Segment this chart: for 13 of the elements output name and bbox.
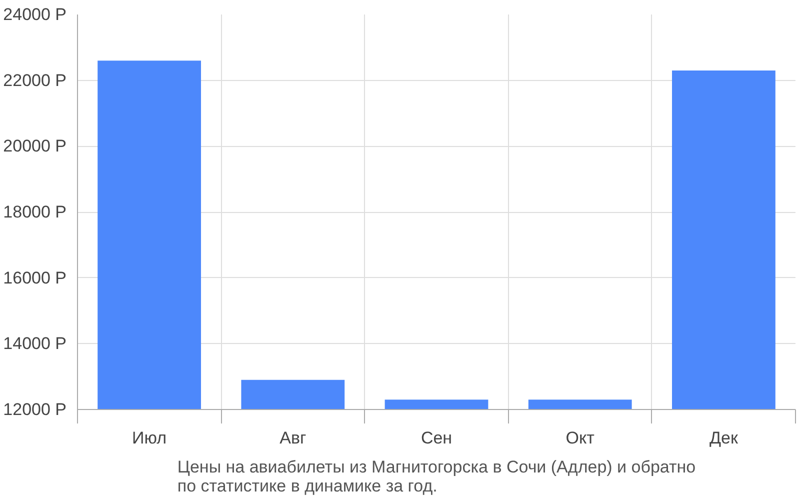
y-tick-label: 12000 Р (3, 400, 67, 419)
x-tick-label: Июл (132, 428, 167, 448)
y-tick-label: 20000 Р (3, 136, 67, 156)
y-tick-label: 22000 Р (3, 70, 67, 90)
x-tick-label: Дек (709, 428, 738, 448)
text: Цены на авиабилеты из Магнитогорска в Сочи (Адлер) и обратно по статистике в динамике за год. (177, 458, 696, 496)
x-tick-label: Сен (420, 428, 452, 448)
y-tick-label: 14000 Р (3, 334, 67, 354)
x-tick-label: Авг (280, 428, 306, 448)
y-tick-label: 18000 Р (3, 202, 67, 222)
y-tick-label: 16000 Р (3, 268, 67, 288)
y-tick-label: 24000 Р (3, 5, 67, 24)
x-tick-label: Окт (566, 428, 595, 448)
